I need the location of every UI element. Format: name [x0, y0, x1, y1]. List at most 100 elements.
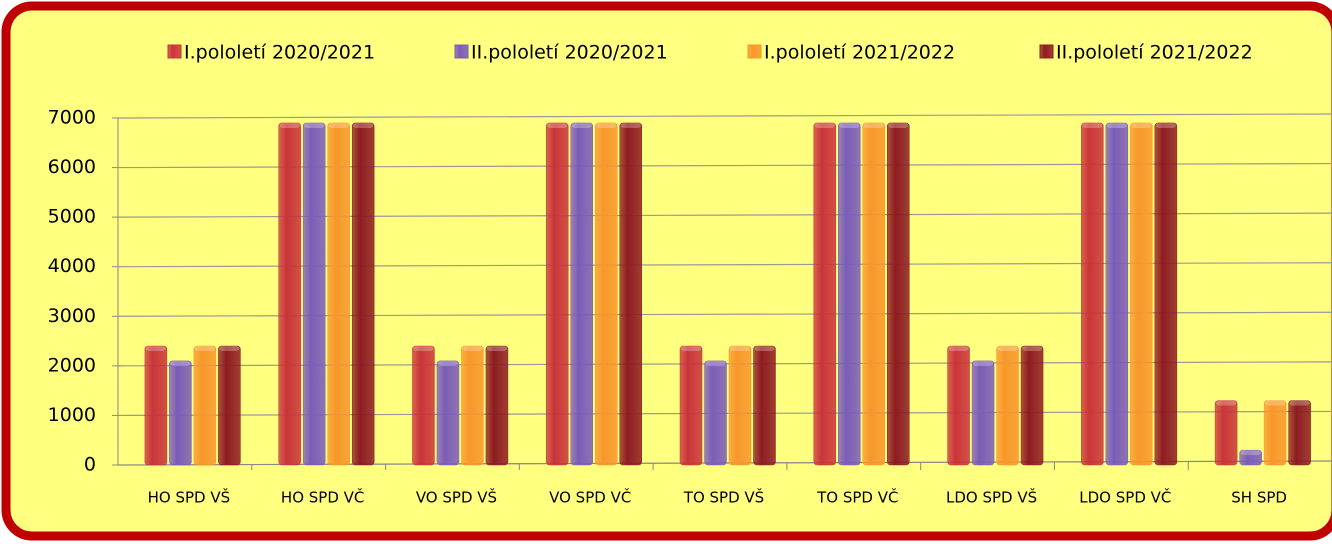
bar	[485, 345, 509, 466]
bar-cap	[1106, 122, 1127, 128]
y-tick-label: 7000	[48, 107, 96, 129]
bar-cap	[888, 122, 909, 128]
bar	[753, 345, 776, 466]
bar	[278, 122, 301, 466]
bar	[704, 360, 727, 466]
bar-cap	[754, 346, 775, 352]
bar-cap	[219, 346, 240, 352]
bar	[218, 345, 241, 466]
bar-cap	[437, 360, 458, 366]
bar	[1105, 122, 1129, 466]
legend-swatch	[454, 44, 469, 59]
y-tick-label: 4000	[48, 255, 96, 277]
bar	[302, 122, 326, 466]
bar	[887, 122, 910, 466]
bar	[1020, 345, 1044, 466]
bar-cap	[547, 122, 568, 128]
legend-swatch	[747, 44, 762, 59]
x-tick-label: HO SPD VČ	[281, 488, 364, 507]
bar	[144, 345, 168, 466]
bar-cap	[571, 122, 592, 128]
legend-label: II.pololetí 2020/2021	[471, 42, 668, 64]
legend-label: II.pololetí 2021/2022	[1056, 42, 1253, 64]
bar-cap	[1265, 400, 1286, 406]
bar	[947, 345, 970, 466]
bar	[838, 122, 861, 466]
bar	[461, 345, 484, 466]
x-tick-label: VO SPD VŠ	[416, 488, 497, 507]
bar	[193, 345, 217, 466]
bar	[813, 122, 837, 466]
bar	[351, 122, 375, 466]
bar	[327, 122, 350, 466]
bar-cap	[705, 360, 726, 366]
bar-cap	[486, 346, 507, 352]
bar-cap	[596, 122, 617, 128]
bar	[594, 122, 618, 466]
bar-cap	[413, 346, 434, 352]
bar-cap	[170, 360, 191, 366]
bar-cap	[1240, 450, 1261, 456]
bar-cap	[814, 122, 835, 128]
bar	[412, 345, 435, 466]
bar-cap	[1022, 346, 1043, 352]
bar	[971, 360, 995, 466]
bar-cap	[1289, 400, 1310, 406]
y-tick-label: 6000	[48, 156, 96, 178]
bar	[1154, 122, 1178, 466]
bar	[1130, 122, 1153, 466]
bar-cap	[304, 122, 325, 128]
bar	[679, 345, 703, 466]
legend-label: I.pololetí 2021/2022	[764, 42, 955, 64]
bar	[436, 360, 460, 466]
x-tick-label: TO SPD VŠ	[683, 488, 764, 507]
bar-cap	[353, 122, 374, 128]
y-tick-label: 2000	[48, 354, 96, 376]
y-tick-label: 5000	[48, 206, 96, 228]
bar	[996, 345, 1019, 466]
x-tick-label: LDO SPD VČ	[1079, 488, 1171, 507]
y-tick-label: 0	[84, 454, 96, 476]
bar-cap	[328, 122, 349, 128]
bar-cap	[948, 346, 969, 352]
bar	[1263, 400, 1287, 466]
bar	[1081, 122, 1104, 466]
bar-cap	[1216, 400, 1237, 406]
x-tick-label: LDO SPD VŠ	[946, 488, 1037, 507]
bar	[728, 345, 752, 466]
x-tick-label: TO SPD VČ	[816, 488, 898, 507]
bar-cap	[194, 346, 215, 352]
bar-cap	[997, 346, 1018, 352]
bar-cap	[973, 360, 994, 366]
bar-cap	[1082, 122, 1103, 128]
legend-swatch	[1039, 44, 1054, 59]
bar	[619, 122, 642, 466]
bar-cap	[681, 346, 701, 352]
bar-cap	[462, 346, 483, 352]
y-tick-label: 1000	[48, 404, 96, 426]
bar	[545, 122, 569, 466]
bar	[862, 122, 886, 466]
grid-line	[117, 113, 1332, 119]
bar-cap	[1131, 122, 1152, 128]
bar-cap	[620, 122, 641, 128]
bar-cap	[863, 122, 884, 128]
x-tick-label: SH SPD	[1231, 489, 1287, 507]
bar-cap	[730, 346, 750, 352]
bar	[1214, 400, 1238, 466]
bar	[1239, 449, 1262, 466]
x-tick-label: HO SPD VŠ	[148, 488, 231, 507]
bar	[570, 122, 593, 466]
bar-cap	[1155, 122, 1176, 128]
y-tick-label: 3000	[48, 305, 96, 327]
bar-cap	[839, 122, 860, 128]
bar	[169, 360, 192, 466]
legend-swatch	[167, 44, 182, 59]
x-tick-label: VO SPD VČ	[549, 488, 631, 507]
bar	[1288, 400, 1311, 466]
bar-cap	[279, 122, 300, 128]
legend-label: I.pololetí 2020/2021	[184, 42, 375, 64]
bar-cap	[145, 346, 166, 352]
